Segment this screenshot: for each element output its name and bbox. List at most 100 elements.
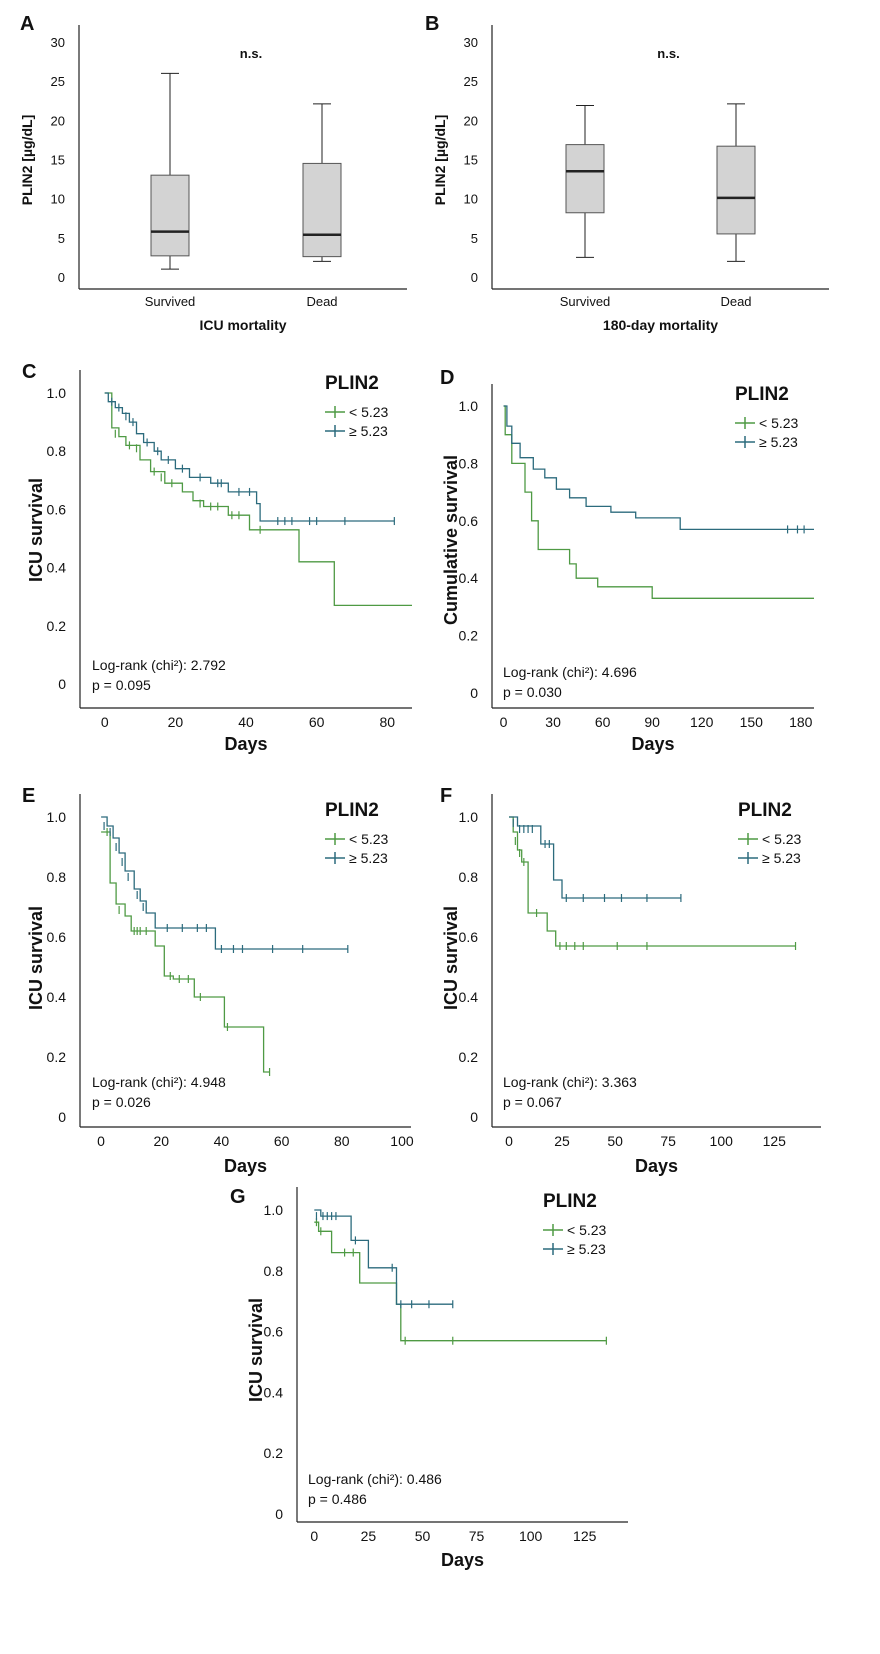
series-low: [104, 392, 412, 607]
p-value: p = 0.067: [503, 1094, 562, 1110]
series-high: [104, 392, 395, 526]
x-tick-label: 50: [415, 1528, 431, 1544]
panel-label: C: [22, 361, 36, 383]
legend-label: < 5.23: [567, 1222, 607, 1238]
survival-curve: [509, 816, 681, 899]
panel-e: E Days ICU survival 0 0.2 0.4 0.6 0.8 1.0 0 20 40 60…: [22, 785, 414, 1176]
x-tick-label: 80: [334, 1133, 350, 1149]
p-value: p = 0.026: [92, 1094, 151, 1110]
x-tick-label: 60: [274, 1133, 290, 1149]
panel-d: D Days Cumulative survival 0 0.2 0.4 0.6 0.8 1.0…: [440, 367, 814, 754]
panel-label: B: [425, 13, 439, 35]
x-tick-label: 125: [763, 1133, 787, 1149]
y-tick-label: 0.4: [47, 989, 67, 1005]
y-tick-label: 15: [51, 153, 65, 168]
y-tick-label: 0.8: [47, 443, 67, 459]
y-tick-label: 5: [471, 231, 478, 246]
y-tick-label: 25: [464, 74, 478, 89]
box-dead: [302, 103, 342, 262]
x-tick-label: 30: [545, 714, 561, 730]
y-tick-label: 0.4: [47, 560, 67, 576]
logrank-stat: Log-rank (chi²): 0.486: [308, 1471, 442, 1487]
panel-c: C Days ICU survival 0 0.2 0.4 0.6 0.8 1.0 0 20 40 60…: [22, 361, 412, 754]
panel-label: A: [20, 13, 34, 35]
box-iqr: [302, 162, 342, 258]
legend-label: ≥ 5.23: [762, 850, 801, 866]
y-tick-label: 0.4: [459, 570, 479, 586]
y-tick-label: 1.0: [47, 809, 67, 825]
y-tick-label: 10: [464, 192, 478, 207]
series-low: [509, 816, 797, 950]
p-value: p = 0.095: [92, 677, 151, 693]
y-tick-label: 0.8: [47, 869, 67, 885]
y-tick-label: 0.8: [264, 1263, 284, 1279]
survival-curve: [314, 1209, 453, 1305]
x-tick-label: 180: [789, 714, 813, 730]
x-tick-label: 0: [101, 714, 109, 730]
y-tick-label: 0.2: [47, 1049, 67, 1065]
box-survived: [565, 104, 605, 258]
series-low: [101, 828, 271, 1076]
legend-title: PLIN2: [325, 800, 379, 821]
y-tick-label: 1.0: [47, 385, 67, 401]
p-value: p = 0.030: [503, 684, 562, 700]
y-tick-label: 30: [464, 35, 478, 50]
logrank-stat: Log-rank (chi²): 3.363: [503, 1074, 637, 1090]
x-tick-label: 150: [740, 714, 764, 730]
x-axis-title: 180-day mortality: [603, 317, 718, 333]
y-tick-label: 20: [464, 113, 478, 128]
y-tick-label: 0: [275, 1506, 283, 1522]
x-tick-label: 50: [607, 1133, 623, 1149]
series-high: [314, 1209, 454, 1309]
y-tick-label: 0.4: [264, 1384, 284, 1400]
y-axis-title: ICU survival: [246, 1298, 266, 1402]
box-iqr: [716, 145, 756, 235]
y-tick-label: 25: [51, 74, 65, 89]
x-tick-label: 20: [153, 1133, 169, 1149]
logrank-stat: Log-rank (chi²): 4.696: [503, 664, 637, 680]
y-tick-label: 0.6: [47, 929, 67, 945]
panel-label: G: [230, 1186, 246, 1208]
x-tick-label: 25: [554, 1133, 570, 1149]
y-tick-label: 0.2: [459, 1049, 479, 1065]
y-tick-label: 0.8: [459, 455, 479, 471]
x-tick-label: 120: [690, 714, 714, 730]
series-high: [101, 816, 349, 953]
survival-curve: [314, 1221, 607, 1342]
x-axis-title: Days: [224, 1156, 267, 1176]
y-tick-label: 0: [471, 270, 478, 285]
x-tick-label: 90: [644, 714, 660, 730]
y-tick-label: 0.2: [459, 628, 479, 644]
survival-curve: [503, 405, 814, 531]
legend-label: ≥ 5.23: [349, 850, 388, 866]
legend-label: ≥ 5.23: [759, 434, 798, 450]
x-tick-label: 0: [97, 1133, 105, 1149]
x-axis-title: Days: [224, 734, 267, 754]
x-axis-title: Days: [441, 1550, 484, 1570]
panel-b: B 180-day mortality PLIN2 [µg/dL] 0 5 10 15 20 2…: [425, 13, 829, 333]
y-tick-label: 0.2: [264, 1445, 284, 1461]
y-tick-label: 0: [470, 685, 478, 701]
x-tick-label: 100: [710, 1133, 734, 1149]
panel-g: G Days ICU survival 0 0.2 0.4 0.6 0.8 1.0 0 25 50 75…: [230, 1186, 628, 1570]
y-tick-label: 0.6: [459, 513, 479, 529]
y-tick-label: 1.0: [459, 809, 479, 825]
panel-label: D: [440, 367, 454, 389]
legend-label: ≥ 5.23: [349, 423, 388, 439]
significance-label: n.s.: [240, 46, 262, 61]
x-tick-label: 40: [214, 1133, 230, 1149]
x-tick-label: 60: [309, 714, 325, 730]
x-tick-label: Survived: [560, 294, 611, 309]
y-tick-label: 0.6: [264, 1324, 284, 1340]
y-tick-label: 0: [58, 270, 65, 285]
y-axis-title: Cumulative survival: [441, 455, 461, 625]
x-tick-label: 100: [390, 1133, 414, 1149]
significance-label: n.s.: [657, 46, 679, 61]
x-axis-title: Days: [635, 1156, 678, 1176]
y-axis-title: ICU survival: [26, 906, 46, 1010]
panel-label: F: [440, 785, 452, 807]
x-tick-label: 0: [500, 714, 508, 730]
legend-label: ≥ 5.23: [567, 1241, 606, 1257]
x-axis-title: Days: [631, 734, 674, 754]
